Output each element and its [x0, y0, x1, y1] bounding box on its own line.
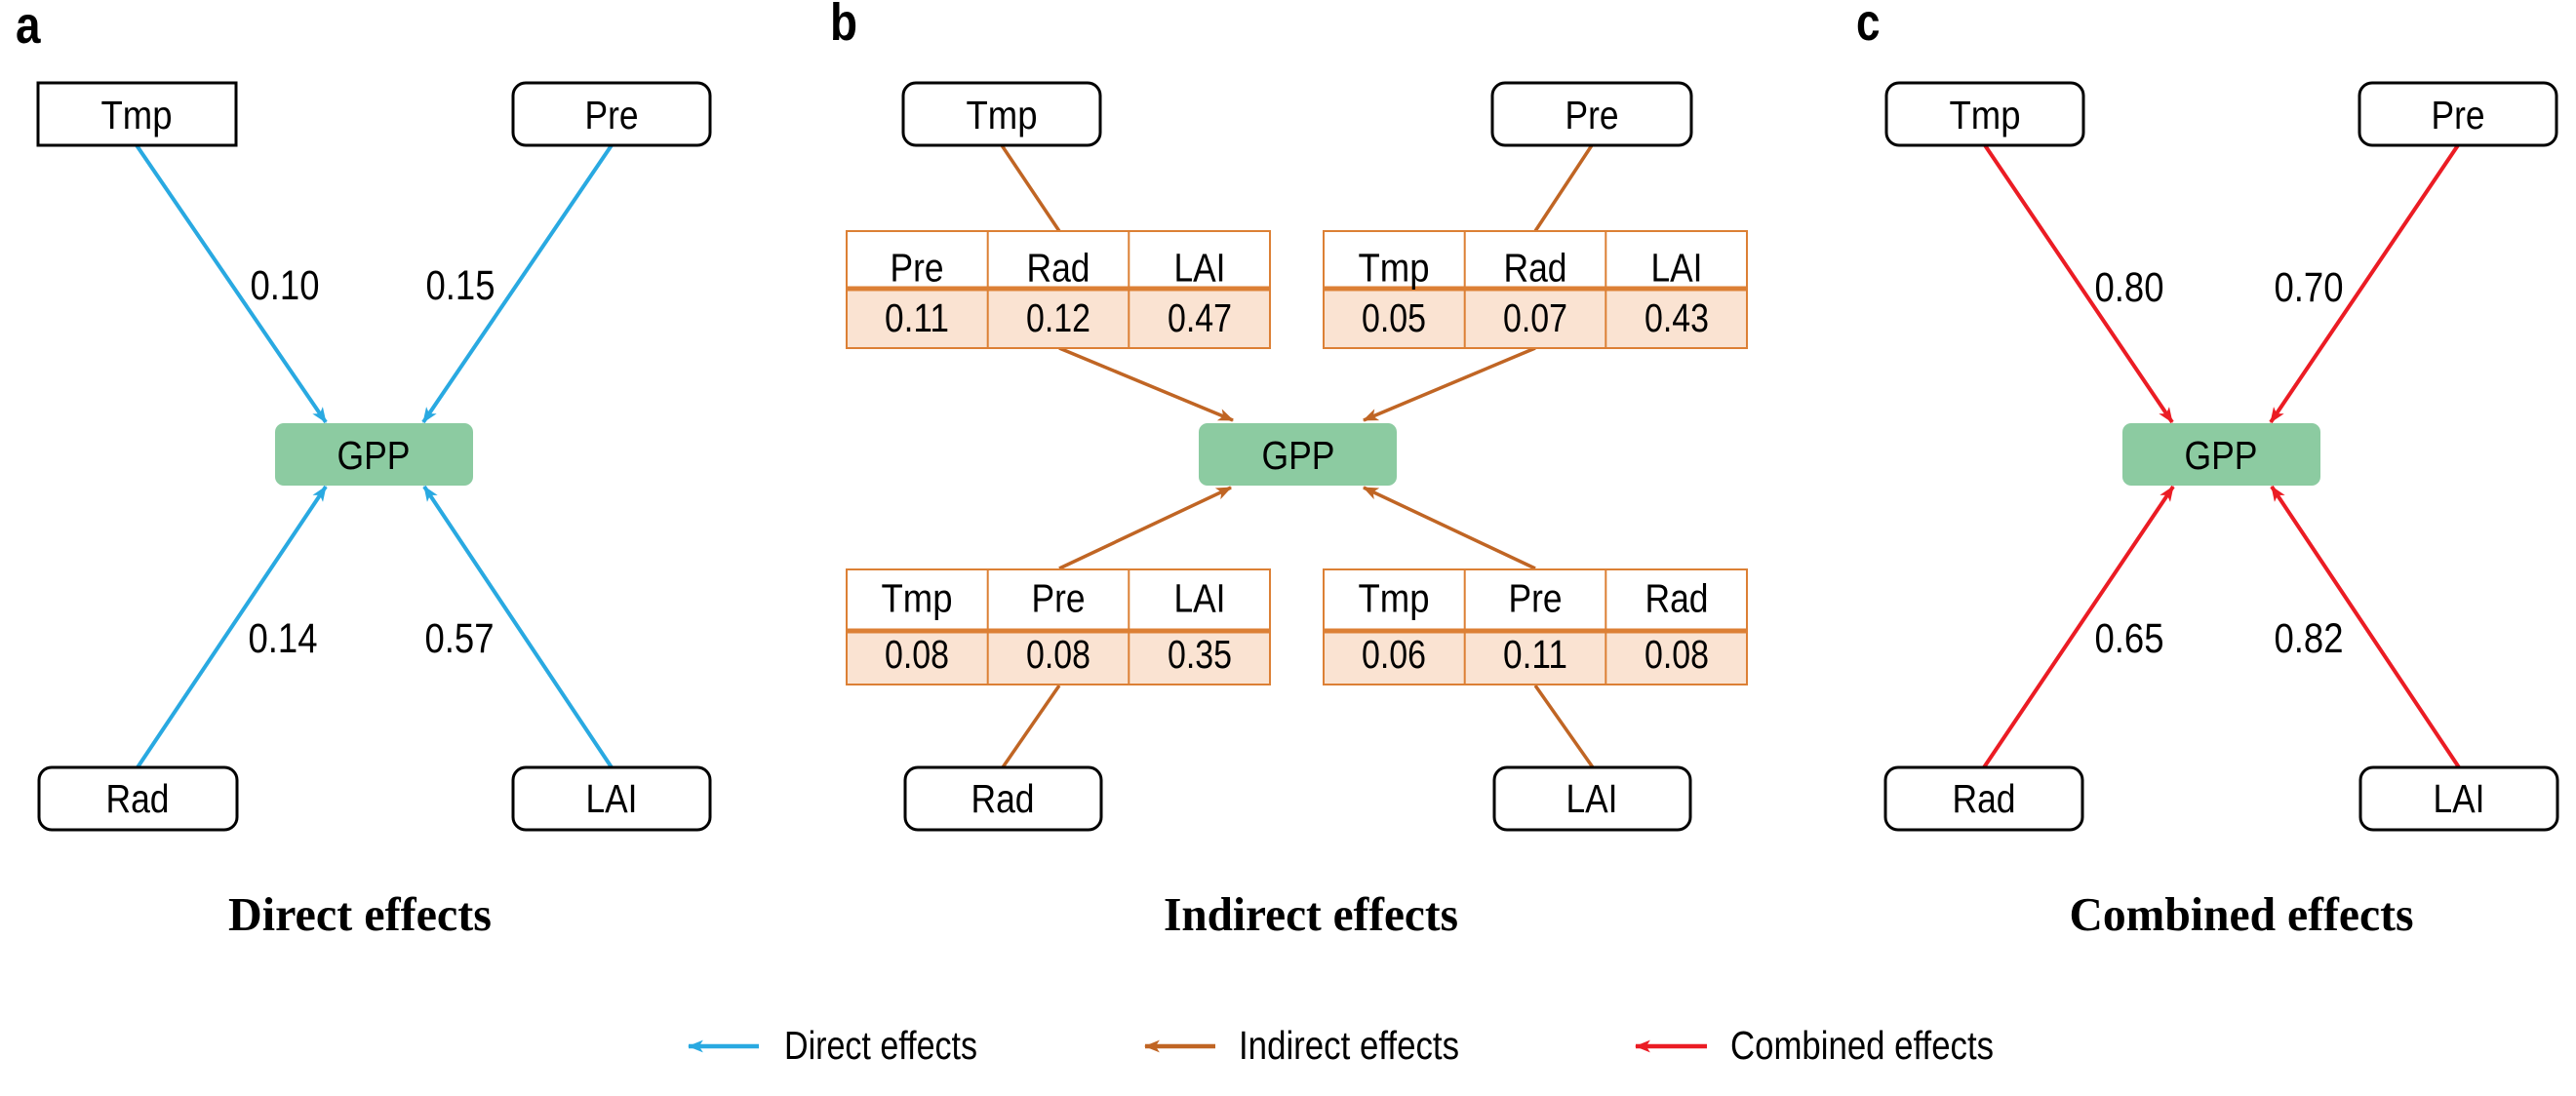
svg-text:0.15: 0.15 — [426, 262, 495, 309]
svg-text:LAI: LAI — [1174, 246, 1226, 291]
svg-text:LAI: LAI — [586, 776, 638, 821]
svg-text:Rad: Rad — [106, 776, 170, 821]
svg-text:a: a — [16, 0, 41, 55]
svg-text:Pre: Pre — [891, 246, 944, 291]
svg-text:0.80: 0.80 — [2095, 264, 2164, 311]
svg-text:0.06: 0.06 — [1362, 632, 1426, 677]
svg-text:0.47: 0.47 — [1168, 295, 1232, 340]
svg-text:0.43: 0.43 — [1645, 295, 1709, 340]
svg-text:Pre: Pre — [1565, 93, 1619, 137]
svg-text:Tmp: Tmp — [882, 576, 953, 621]
svg-text:0.10: 0.10 — [251, 262, 320, 309]
svg-text:Pre: Pre — [1032, 576, 1086, 621]
svg-text:Tmp: Tmp — [101, 93, 173, 137]
svg-text:Direct effects: Direct effects — [228, 887, 492, 941]
svg-text:0.07: 0.07 — [1503, 295, 1567, 340]
svg-text:LAI: LAI — [1174, 576, 1226, 621]
svg-text:Pre: Pre — [585, 93, 639, 137]
svg-text:0.82: 0.82 — [2275, 615, 2344, 662]
svg-text:0.11: 0.11 — [885, 295, 949, 340]
svg-text:0.11: 0.11 — [1503, 632, 1567, 677]
svg-text:Rad: Rad — [1027, 246, 1090, 291]
svg-text:0.57: 0.57 — [425, 615, 495, 662]
svg-text:0.12: 0.12 — [1026, 295, 1090, 340]
svg-text:Indirect effects: Indirect effects — [1164, 887, 1458, 941]
svg-text:c: c — [1856, 0, 1881, 52]
svg-text:0.08: 0.08 — [885, 632, 949, 677]
svg-text:Combined effects: Combined effects — [1730, 1023, 1994, 1068]
svg-text:0.14: 0.14 — [249, 615, 318, 662]
svg-text:Tmp: Tmp — [1359, 246, 1430, 291]
svg-text:Pre: Pre — [1509, 576, 1563, 621]
svg-text:LAI: LAI — [1651, 246, 1703, 291]
svg-text:Tmp: Tmp — [967, 93, 1038, 137]
svg-text:Tmp: Tmp — [1950, 93, 2021, 137]
svg-text:0.35: 0.35 — [1168, 632, 1232, 677]
svg-text:b: b — [830, 0, 857, 52]
svg-text:GPP: GPP — [1262, 433, 1335, 478]
svg-text:0.08: 0.08 — [1645, 632, 1709, 677]
svg-text:LAI: LAI — [1566, 776, 1618, 821]
svg-text:Tmp: Tmp — [1359, 576, 1430, 621]
svg-text:Rad: Rad — [1645, 576, 1709, 621]
svg-text:Combined effects: Combined effects — [2070, 887, 2414, 941]
svg-text:0.70: 0.70 — [2275, 264, 2344, 311]
svg-text:Direct effects: Direct effects — [784, 1023, 977, 1068]
svg-text:0.05: 0.05 — [1362, 295, 1426, 340]
svg-text:LAI: LAI — [2434, 776, 2485, 821]
svg-text:GPP: GPP — [2185, 433, 2258, 478]
svg-text:Rad: Rad — [1953, 776, 2016, 821]
svg-text:GPP: GPP — [337, 433, 411, 478]
svg-text:Indirect effects: Indirect effects — [1239, 1023, 1459, 1068]
svg-text:Pre: Pre — [2432, 93, 2485, 137]
svg-text:0.65: 0.65 — [2095, 615, 2164, 662]
svg-text:Rad: Rad — [971, 776, 1035, 821]
svg-text:Rad: Rad — [1504, 246, 1567, 291]
svg-text:0.08: 0.08 — [1026, 632, 1090, 677]
